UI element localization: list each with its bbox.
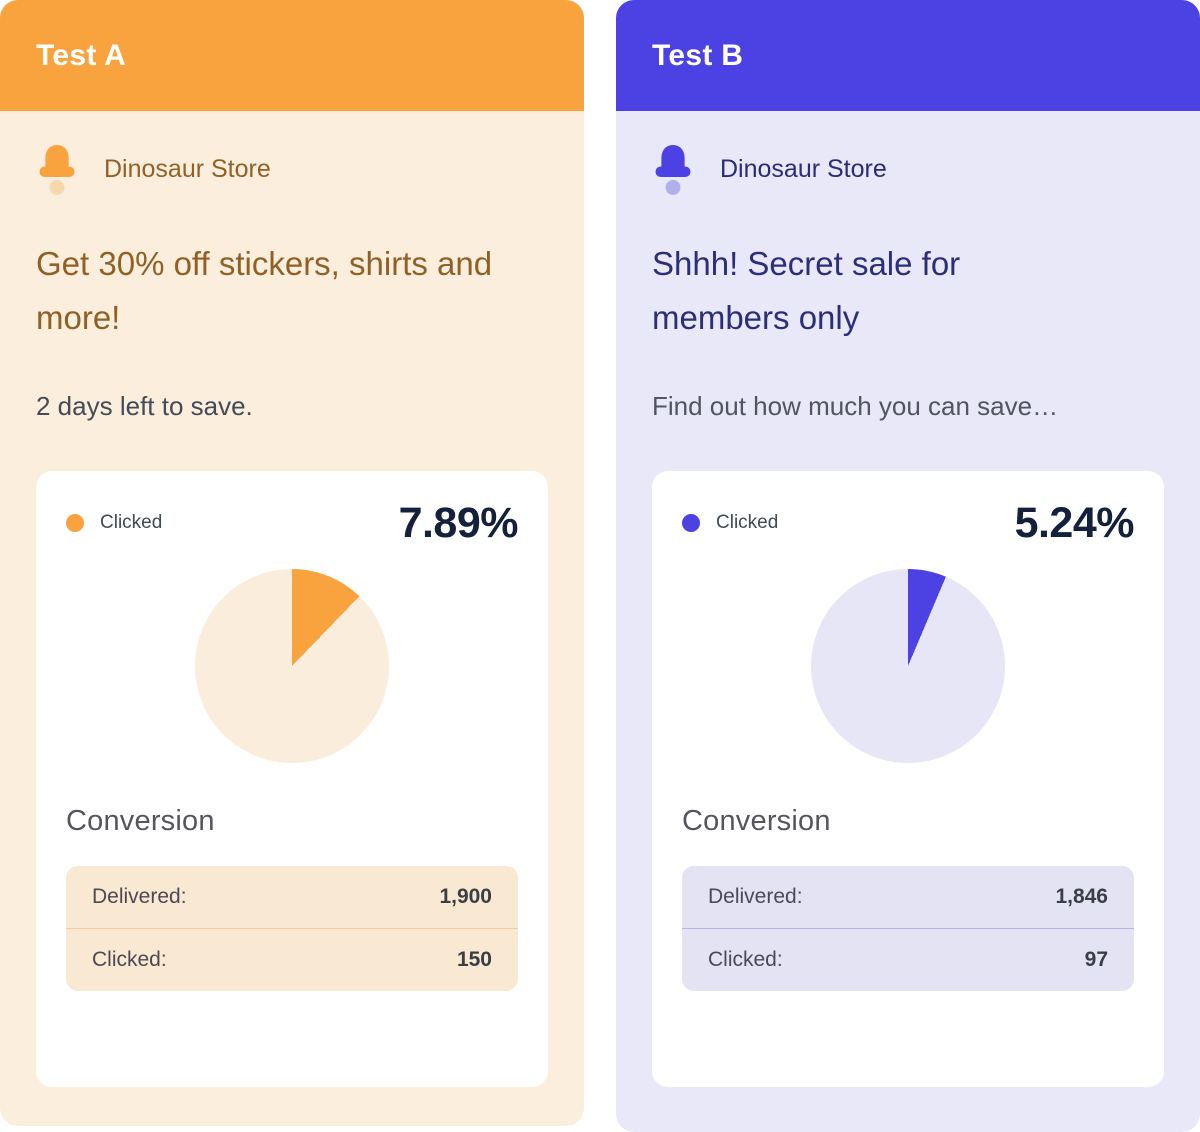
- clicked-label: Clicked:: [92, 948, 167, 971]
- delivered-label: Delivered:: [708, 885, 803, 908]
- legend-row: Clicked 7.89%: [66, 498, 519, 547]
- notification-headline: Get 30% off stickers, shirts and more!: [36, 245, 493, 336]
- clicked-rate-value: 5.24%: [1014, 498, 1135, 547]
- test-a-card: Test A Dinosaur Store Get 30% off sticke…: [0, 0, 584, 1126]
- delivered-value: 1,900: [439, 885, 492, 908]
- conversion-heading: Conversion: [682, 805, 831, 837]
- clicked-value: 97: [1084, 948, 1108, 971]
- table-row-delivered: Delivered: 1,846: [682, 866, 1134, 928]
- notification-subtext: Find out how much you can save…: [652, 391, 1059, 421]
- clicked-value: 150: [456, 948, 492, 971]
- test-b-stats-card: Clicked 5.24% Conversion Delivered: 1,84…: [652, 471, 1164, 1087]
- test-b-store-row: Dinosaur Store: [652, 141, 1164, 197]
- delivered-value: 1,846: [1055, 885, 1108, 908]
- test-b-title: Test B: [652, 38, 744, 72]
- test-a-store-row: Dinosaur Store: [36, 141, 548, 197]
- table-row-clicked: Clicked: 150: [66, 928, 518, 991]
- test-a-stats-card: Clicked 7.89% Conversion Delivered: 1,90…: [36, 471, 548, 1087]
- clicked-legend-dot-icon: [66, 514, 84, 532]
- clicked-legend-dot-icon: [682, 514, 700, 532]
- notification-subtext: 2 days left to save.: [36, 391, 253, 421]
- clicked-pie-chart: [811, 569, 1005, 763]
- conversion-table: Delivered: 1,846 Clicked: 97: [682, 866, 1134, 991]
- table-row-clicked: Clicked: 97: [682, 928, 1134, 991]
- clicked-legend-label: Clicked: [716, 512, 779, 533]
- conversion-table: Delivered: 1,900 Clicked: 150: [66, 866, 518, 991]
- clicked-rate-value: 7.89%: [398, 498, 519, 547]
- store-name: Dinosaur Store: [104, 154, 271, 183]
- bell-icon: [652, 142, 694, 196]
- store-name: Dinosaur Store: [720, 154, 887, 183]
- test-a-title: Test A: [36, 38, 127, 72]
- bell-icon: [36, 142, 78, 196]
- test-b-card: Test B Dinosaur Store Shhh! Secret sale …: [616, 0, 1200, 1132]
- test-b-header: Test B: [616, 0, 1200, 111]
- test-a-header: Test A: [0, 0, 584, 111]
- notification-headline: Shhh! Secret sale for members only: [652, 245, 961, 336]
- legend-row: Clicked 5.24%: [682, 498, 1135, 547]
- table-row-delivered: Delivered: 1,900: [66, 866, 518, 928]
- test-b-body: Dinosaur Store Shhh! Secret sale for mem…: [616, 141, 1200, 1087]
- delivered-label: Delivered:: [92, 885, 187, 908]
- clicked-label: Clicked:: [708, 948, 783, 971]
- test-a-body: Dinosaur Store Get 30% off stickers, shi…: [0, 141, 584, 1087]
- clicked-legend-label: Clicked: [100, 512, 163, 533]
- clicked-pie-chart: [195, 569, 389, 763]
- conversion-heading: Conversion: [66, 805, 215, 837]
